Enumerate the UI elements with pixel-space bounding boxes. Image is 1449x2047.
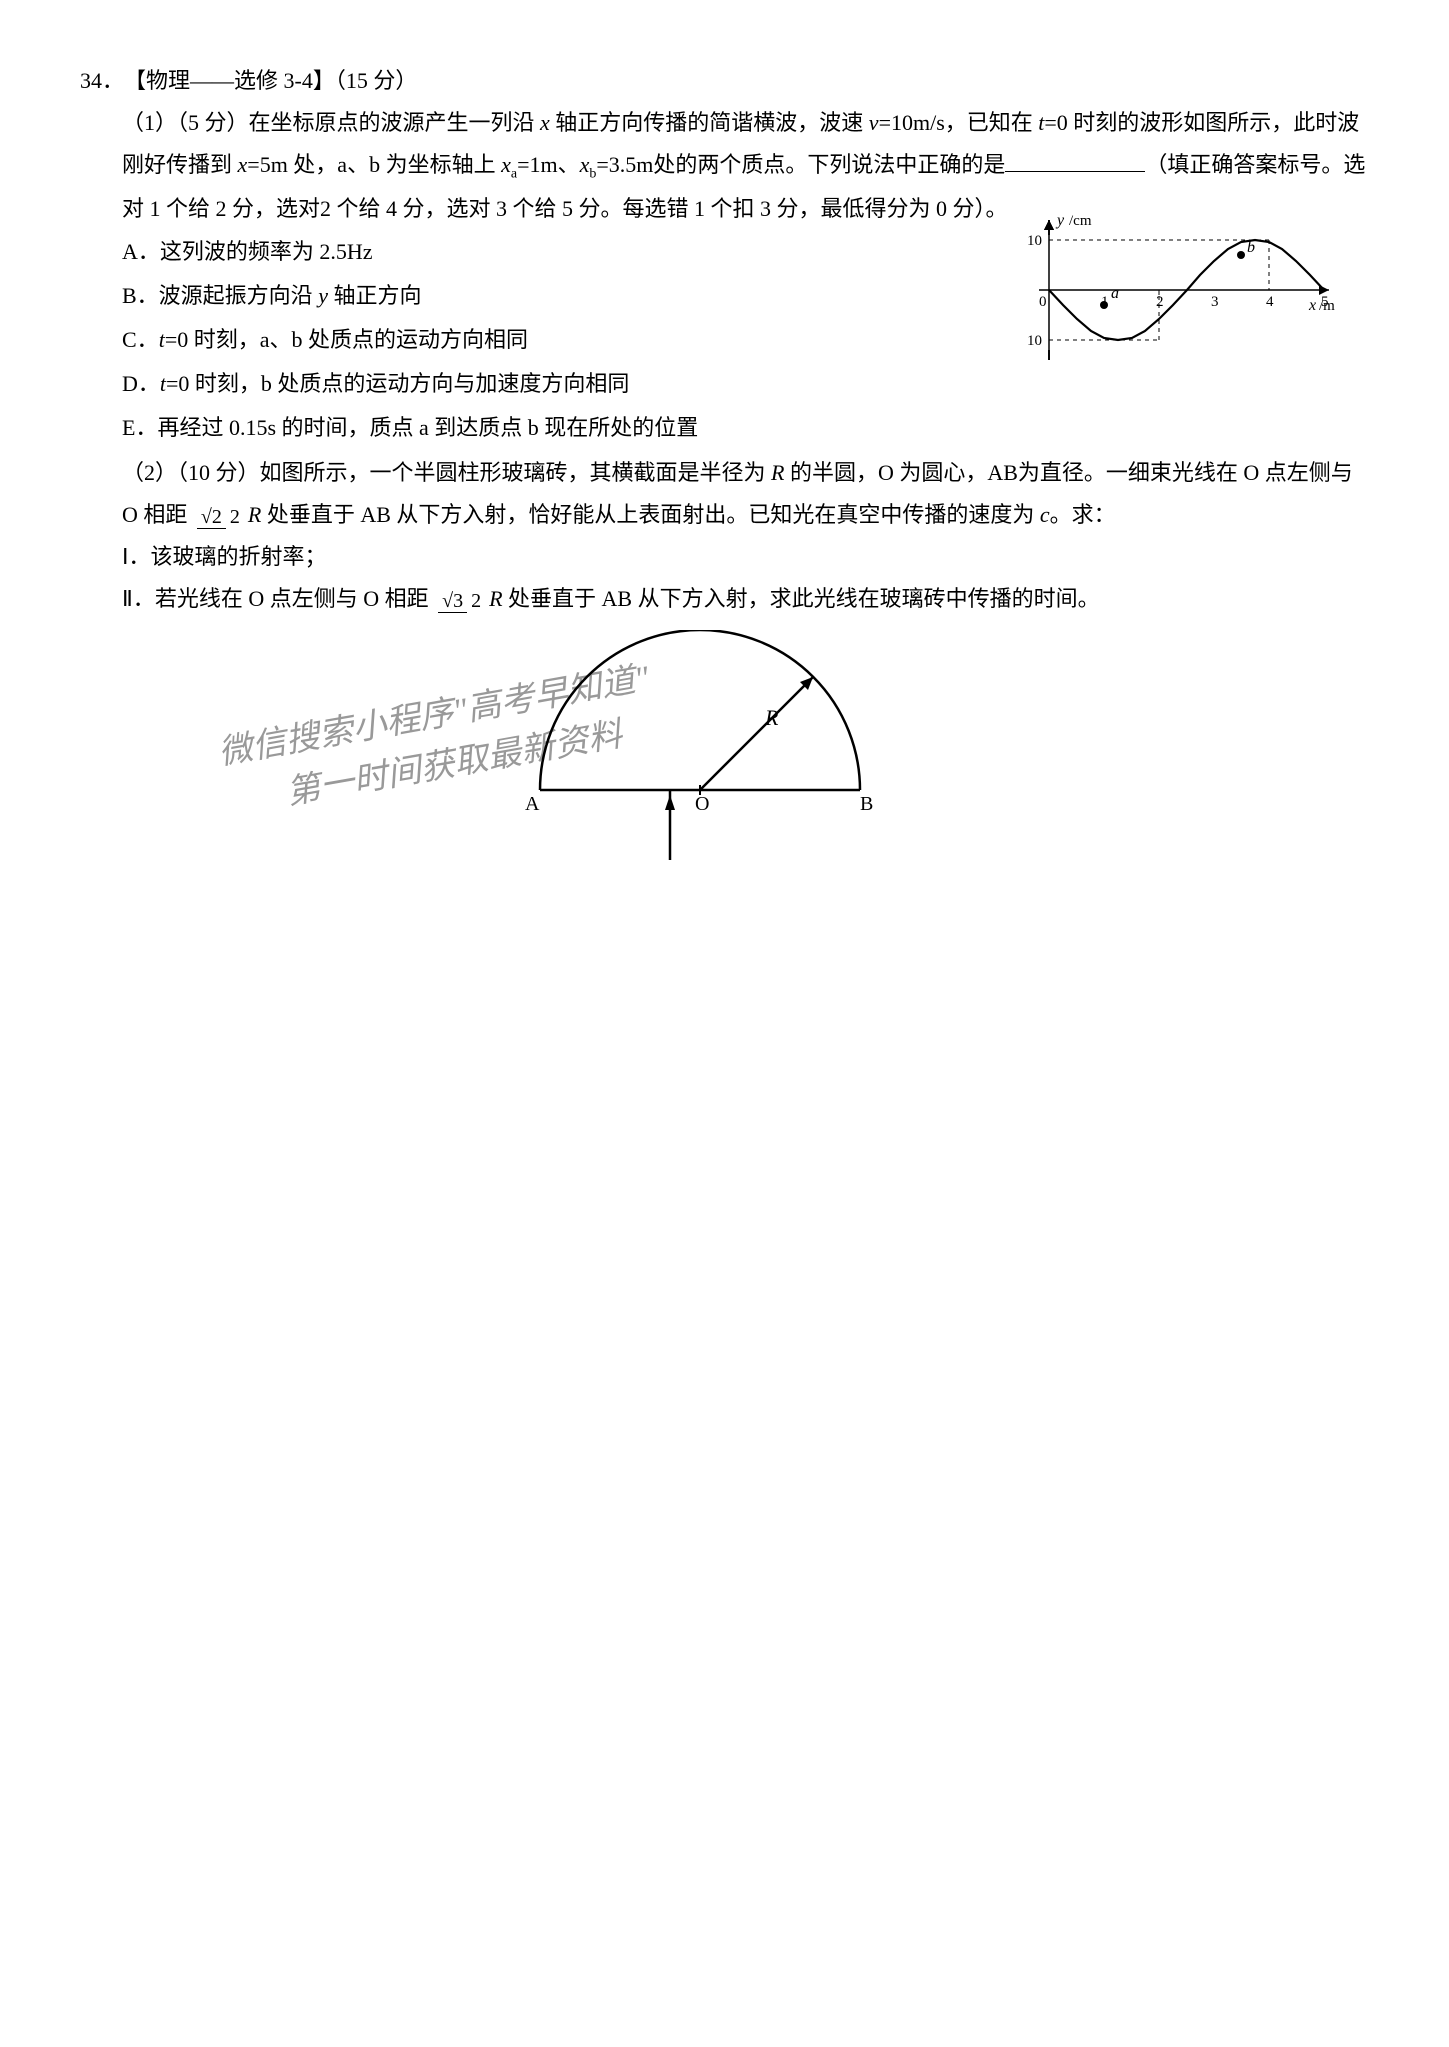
svg-text:y: y [1055,212,1065,229]
svg-text:A: A [525,793,540,815]
svg-text:3: 3 [1211,294,1219,310]
svg-text:x: x [1308,297,1316,314]
question-title: 【物理——选修 3-4】（15 分） [124,60,417,102]
part2-sub2: Ⅱ．若光线在 O 点左侧与 O 相距 √32R 处垂直于 AB 从下方入射，求此… [80,578,1369,620]
part2-sub1: Ⅰ．该玻璃的折射率； [80,536,1369,578]
question-number: 34． [80,60,124,102]
svg-text:10: 10 [1027,233,1042,249]
svg-text:1: 1 [1101,294,1109,310]
semicircle-chart: A B O R [500,630,900,884]
option-e: E．再经过 0.15s 的时间，质点 a 到达质点 b 现在所处的位置 [80,407,1369,449]
svg-text:R: R [764,705,779,730]
svg-text:4: 4 [1266,294,1274,310]
part2-header: （2）（10 分）如图所示，一个半圆柱形玻璃砖，其横截面是半径为 R 的半圆，O… [80,452,1369,536]
svg-text:/m: /m [1319,298,1335,314]
svg-text:b: b [1247,239,1255,256]
svg-text:10: 10 [1027,333,1042,349]
frac1-den: 2 [226,506,244,528]
answer-blank[interactable] [1005,152,1145,172]
svg-text:a: a [1111,285,1119,302]
svg-text:B: B [860,793,873,815]
frac2-den: 2 [467,590,485,612]
svg-text:O: O [695,793,709,815]
frac2-num: √3 [438,590,467,613]
question-container: 34． 【物理——选修 3-4】（15 分） （1）（5 分）在坐标原点的波源产… [80,60,1369,910]
svg-text:2: 2 [1156,294,1164,310]
frac1-num: √2 [197,506,226,529]
svg-text:0: 0 [1039,294,1047,310]
svg-text:/cm: /cm [1069,213,1092,229]
semicircle-container: 微信搜索小程序"高考早知道" 第一时间获取最新资料 A B O R [80,630,1320,910]
wave-chart: a b 0 1 2 3 4 5 10 10 y /cm x /m [1009,210,1349,384]
